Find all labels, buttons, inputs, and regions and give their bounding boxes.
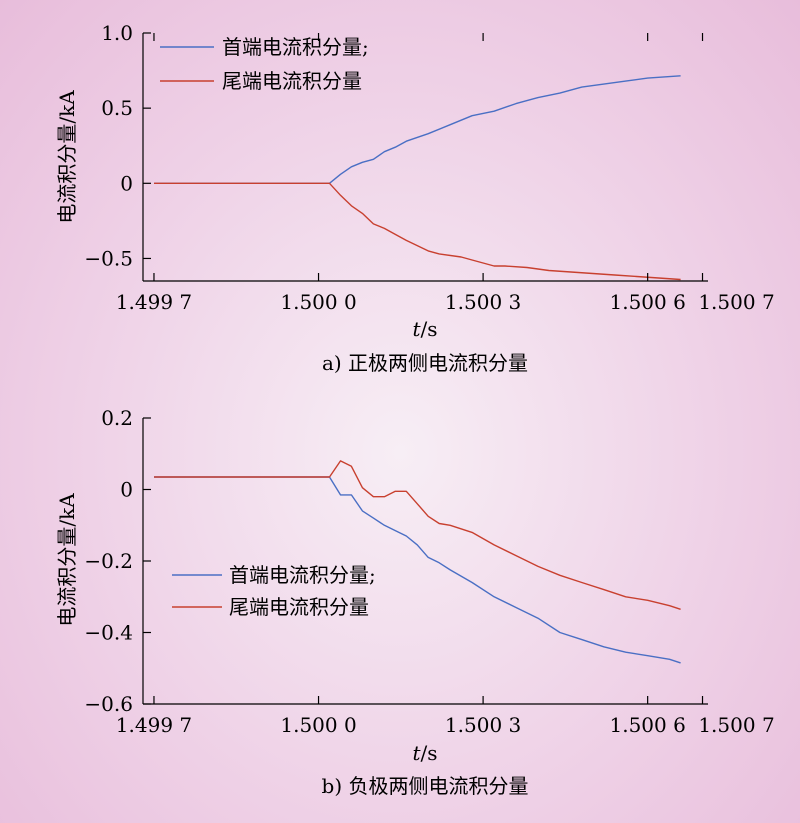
legend: 首端电流积分量; 尾端电流积分量	[172, 563, 376, 619]
series-line-1	[154, 75, 681, 185]
chart-caption: a) 正极两侧电流积分量	[322, 351, 528, 375]
x-axis-label-unit: /s	[421, 741, 438, 765]
y-tick-label: −0.6	[84, 692, 133, 716]
legend: 首端电流积分量; 尾端电流积分量	[160, 35, 369, 93]
y-axis-label: 电流积分量/kA	[55, 90, 79, 224]
y-axis-label: 电流积分量/kA	[55, 493, 79, 627]
x-tick-label: 1.500 6	[609, 290, 685, 314]
x-tick-label: 1.500 6	[609, 713, 685, 737]
series-line-1	[154, 476, 681, 664]
y-tick-label: 0.5	[101, 96, 133, 120]
series-layer	[154, 75, 681, 281]
x-tick-label: 1.500 0	[280, 713, 356, 737]
x-axis-label-unit: /s	[421, 317, 438, 341]
axes-layer: 0.2 0 −0.2 −0.4 −0.61.499 7 1.500 0 1.500 3 1.5…	[84, 406, 774, 737]
legend-label-series-1: 首端电流积分量;	[229, 563, 376, 587]
axes-layer: 1.0 0.5 0 −0.5 1.499 7 1.500 0 1.500 3 1.500 6 1…	[84, 21, 774, 314]
x-tick-label: 1.499 7	[116, 290, 192, 314]
y-tick-label: 0.2	[101, 406, 133, 430]
y-tick-label: 0	[120, 171, 133, 195]
legend-label-series-2: 尾端电流积分量	[222, 69, 362, 93]
chart-caption: b) 负极两侧电流积分量	[322, 774, 529, 798]
y-tick-label: 1.0	[101, 21, 133, 45]
x-tick-label: 1.500 7	[698, 290, 774, 314]
y-tick-label: 0	[120, 478, 133, 502]
legend-label-series-2: 尾端电流积分量	[229, 595, 369, 619]
x-axis-label-var: t	[412, 741, 421, 765]
x-axis-label: t/s	[412, 317, 437, 341]
x-tick-label: 1.500 3	[445, 290, 521, 314]
x-axis-label: t/s	[412, 741, 437, 765]
x-axis-label-var: t	[412, 317, 421, 341]
x-tick-label: 1.499 7	[116, 713, 192, 737]
x-tick-label: 1.500 3	[445, 713, 521, 737]
series-layer	[154, 460, 681, 664]
y-tick-label: −0.5	[84, 246, 133, 270]
chart-panel-b: 0.2 0 −0.2 −0.4 −0.61.499 7 1.500 0 1.500 3 1.5…	[55, 406, 775, 798]
x-tick-label: 1.500 7	[698, 713, 774, 737]
chart-panel-a: 1.0 0.5 0 −0.5 1.499 7 1.500 0 1.500 3 1.500 6 1…	[55, 21, 775, 375]
series-line-2	[154, 182, 681, 281]
y-tick-label: −0.2	[84, 549, 133, 573]
x-tick-label: 1.500 0	[280, 290, 356, 314]
y-tick-label: −0.4	[84, 621, 133, 645]
series-line-2	[154, 460, 681, 610]
legend-label-series-1: 首端电流积分量;	[222, 35, 369, 59]
